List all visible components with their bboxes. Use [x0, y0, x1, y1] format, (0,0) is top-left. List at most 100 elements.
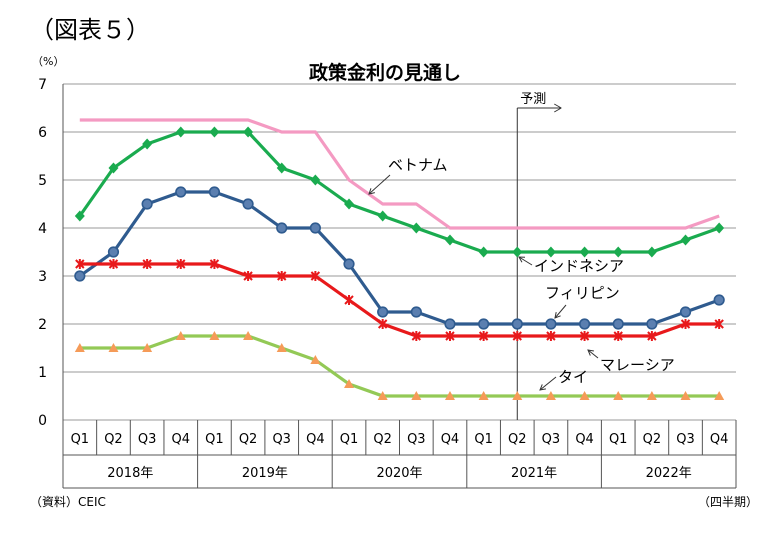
data-point [310, 271, 321, 281]
y-tick-label: 6 [38, 125, 47, 141]
x-tick-label: Q2 [104, 432, 123, 447]
year-label: 2020年 [376, 466, 422, 481]
data-point [276, 162, 287, 174]
period-note: （四半期） [698, 495, 758, 509]
y-tick-label: 5 [38, 173, 47, 189]
source-note: （資料）CEIC [30, 495, 106, 509]
annotation-arrow [518, 256, 533, 266]
data-point [242, 198, 254, 210]
annotation-arrow [587, 349, 599, 359]
data-point [209, 126, 220, 138]
annotation-arrowhead [368, 188, 375, 195]
y-tick-label: 3 [38, 269, 47, 285]
y-tick-label: 2 [38, 317, 47, 333]
data-point [277, 271, 287, 281]
year-label: 2021年 [511, 466, 557, 481]
series-0 [79, 118, 720, 230]
data-point [209, 259, 220, 269]
y-tick-label: 1 [38, 365, 47, 381]
data-point [511, 318, 523, 330]
y-tick-label: 4 [38, 221, 47, 237]
data-point [108, 259, 119, 269]
data-point [646, 246, 657, 258]
data-point [75, 259, 85, 269]
annotation-arrow [539, 376, 557, 391]
data-point [512, 331, 522, 341]
data-point [579, 246, 590, 258]
data-point [243, 271, 253, 281]
data-point [444, 391, 455, 400]
data-point [108, 162, 119, 174]
annotation-arrowhead [518, 256, 526, 263]
axes: Q1 Q2 Q3 Q4 Q1 Q2 Q3 Q4 Q1 Q2 Q3 Q4 Q1 Q2 Q3 Q4 Q1 Q2 Q3 Q4… [62, 84, 737, 489]
data-point [680, 319, 691, 329]
chart-title: 政策金利の見通し [309, 61, 461, 84]
x-tick-label: Q2 [643, 432, 662, 447]
year-label: 2018年 [107, 466, 153, 481]
y-tick-label: 0 [38, 413, 47, 429]
x-tick-label: Q1 [71, 432, 90, 447]
annotation-label: タイ [558, 368, 588, 386]
year-label: 2022年 [646, 466, 692, 481]
series-line [78, 190, 720, 326]
data-point [74, 343, 85, 352]
x-tick-label: Q2 [508, 432, 527, 447]
x-tick-label: Q3 [138, 432, 157, 447]
data-point [545, 318, 557, 330]
annotation-arrowhead [587, 349, 594, 356]
data-point [142, 343, 153, 352]
data-point [713, 294, 725, 306]
x-tick-label: Q1 [205, 432, 224, 447]
data-point [411, 331, 422, 341]
annotation-arrow [554, 304, 567, 319]
x-tick-label: Q3 [407, 432, 426, 447]
y-tick-label: 7 [38, 77, 47, 93]
series-1 [74, 126, 725, 258]
data-point [243, 331, 254, 340]
data-point [579, 331, 590, 341]
data-point [344, 379, 355, 388]
x-tick-label: Q1 [474, 432, 493, 447]
data-point [310, 174, 321, 186]
data-point [478, 318, 490, 330]
data-point [613, 246, 624, 258]
data-point [546, 331, 556, 341]
data-point [310, 355, 321, 364]
x-tick-label: Q4 [441, 432, 460, 447]
data-point [142, 259, 152, 269]
data-point [613, 391, 624, 400]
x-tick-label: Q3 [676, 432, 695, 447]
data-point [444, 234, 455, 246]
data-point [411, 222, 422, 234]
data-point [276, 343, 287, 352]
data-point [74, 270, 86, 282]
data-point [343, 258, 355, 270]
series-3 [75, 259, 724, 341]
annotation-label: マレーシア [600, 356, 675, 374]
annotation-label: インドネシア [534, 257, 624, 275]
data-point [411, 391, 422, 400]
x-tick-label: Q1 [340, 432, 359, 447]
data-point [612, 318, 624, 330]
annotation-arrowhead [554, 312, 561, 319]
data-point [175, 331, 186, 340]
x-tick-label: Q4 [172, 432, 191, 447]
data-point [344, 295, 354, 305]
year-label: 2019年 [242, 466, 288, 481]
data-point [107, 246, 120, 258]
figure-label: （図表５） [30, 16, 150, 44]
x-tick-label: Q3 [272, 432, 291, 447]
data-point [309, 222, 321, 234]
series-4 [74, 331, 725, 400]
data-point [647, 331, 657, 341]
data-point [410, 306, 422, 318]
annotation-arrow [368, 174, 391, 195]
series-2 [74, 186, 725, 330]
x-tick-label: Q4 [306, 432, 325, 447]
annotation-label: ベトナム [388, 156, 448, 174]
data-point [377, 306, 389, 318]
data-point [377, 391, 388, 400]
data-point [714, 391, 725, 400]
data-point [646, 391, 657, 400]
